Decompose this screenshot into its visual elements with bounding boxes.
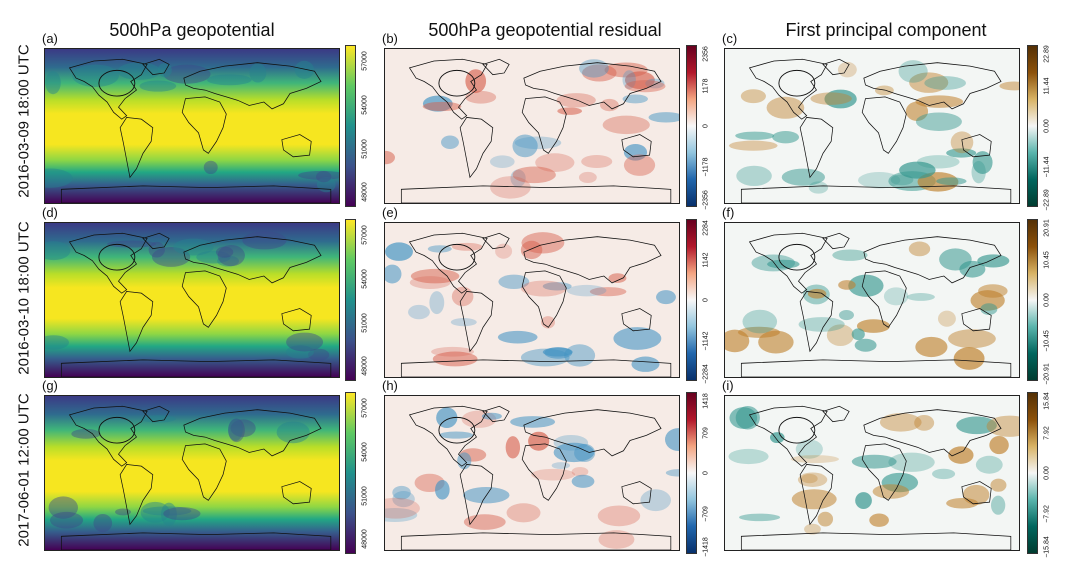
column-title-geopotential: 500hPa geopotential (109, 20, 275, 40)
colorbar-tick-label: −2356 (702, 190, 710, 210)
panel-label: (h) (382, 378, 398, 393)
colorbar-tick-label: 7.92 (1043, 425, 1051, 440)
row-label-1: 2016-03-09 18:00 UTC (15, 44, 33, 198)
colorbar-tick-label: 0.00 (1043, 293, 1051, 307)
colorbar (345, 219, 356, 381)
row-label-2: 2016-03-10 18:00 UTC (15, 221, 33, 375)
map-panel-e (384, 222, 680, 378)
colorbar-tick-label: 48000 (361, 529, 369, 550)
panel-label: (d) (42, 205, 58, 220)
colorbar-tick-label: −709 (702, 505, 710, 522)
colorbar-tick-label: 0 (702, 471, 710, 475)
colorbar-tick-label: 57000 (361, 398, 369, 418)
colorbar-tick-label: 57000 (361, 51, 369, 71)
colorbar-tick-label: −22.89 (1043, 189, 1051, 211)
colorbar-tick-label: 0 (702, 298, 710, 302)
colorbar-tick-label: 11.44 (1043, 77, 1051, 94)
map-panel-c (724, 48, 1020, 204)
panel-label: (i) (722, 378, 734, 393)
colorbar-tick-label: 15.84 (1043, 392, 1051, 410)
panel-label: (c) (722, 31, 738, 46)
map-panel-a (44, 48, 340, 204)
map-panel-g (44, 395, 340, 551)
panel-label: (a) (42, 31, 58, 46)
map-panel-h (384, 395, 680, 551)
colorbar-tick-label: 1142 (702, 251, 710, 268)
colorbar-tick-label: −11.44 (1043, 155, 1051, 178)
colorbar-tick-label: 54000 (361, 442, 369, 462)
colorbar-tick-label: 2284 (702, 220, 710, 236)
colorbar (345, 45, 356, 207)
colorbar-tick-label: −1142 (702, 330, 710, 351)
colorbar-tick-label: 1418 (702, 393, 710, 409)
colorbar-tick-label: 22.89 (1043, 45, 1051, 63)
colorbar-tick-label: −10.45 (1043, 329, 1051, 352)
colorbar-tick-label: −1418 (702, 537, 710, 557)
colorbar-tick-label: 57000 (361, 225, 369, 245)
colorbar-tick-label: −2284 (702, 364, 710, 384)
colorbar (1027, 219, 1038, 381)
panel-label: (f) (722, 205, 735, 220)
colorbar-tick-label: 51000 (361, 138, 369, 159)
row-label-3: 2017-06-01 12:00 UTC (15, 393, 33, 547)
colorbar-tick-label: 0 (702, 124, 710, 128)
colorbar (686, 392, 697, 554)
colorbar-tick-label: 48000 (361, 182, 369, 203)
colorbar-tick-label: 51000 (361, 485, 369, 506)
colorbar-tick-label: 2356 (702, 46, 710, 62)
column-title-residual: 500hPa geopotential residual (428, 20, 662, 40)
map-panel-d (44, 222, 340, 378)
colorbar-tick-label: 0.00 (1043, 119, 1051, 133)
colorbar-tick-label: 10.45 (1043, 250, 1051, 269)
colorbar-tick-label: 1178 (702, 77, 710, 94)
panel-label: (e) (382, 205, 398, 220)
colorbar (686, 219, 697, 381)
colorbar-tick-label: 48000 (361, 356, 369, 377)
colorbar-tick-label: 709 (702, 426, 710, 439)
colorbar-tick-label: −20.91 (1043, 363, 1051, 385)
colorbar-tick-label: −1178 (702, 156, 710, 177)
colorbar-tick-label: 20.91 (1043, 219, 1051, 237)
colorbar (1027, 392, 1038, 554)
column-title-principal-component: First principal component (785, 20, 987, 40)
colorbar-tick-label: 54000 (361, 269, 369, 289)
colorbar (686, 45, 697, 207)
colorbar-tick-label: 0.00 (1043, 466, 1051, 480)
colorbar-tick-label: 51000 (361, 312, 369, 333)
map-panel-i (724, 395, 1020, 551)
colorbar-tick-label: −7.92 (1043, 504, 1051, 523)
panel-label: (b) (382, 31, 398, 46)
colorbar-tick-label: 54000 (361, 95, 369, 115)
colorbar-tick-label: −15.84 (1043, 536, 1051, 558)
colorbar (345, 392, 356, 554)
panel-label: (g) (42, 378, 58, 393)
map-panel-b (384, 48, 680, 204)
colorbar (1027, 45, 1038, 207)
map-panel-f (724, 222, 1020, 378)
